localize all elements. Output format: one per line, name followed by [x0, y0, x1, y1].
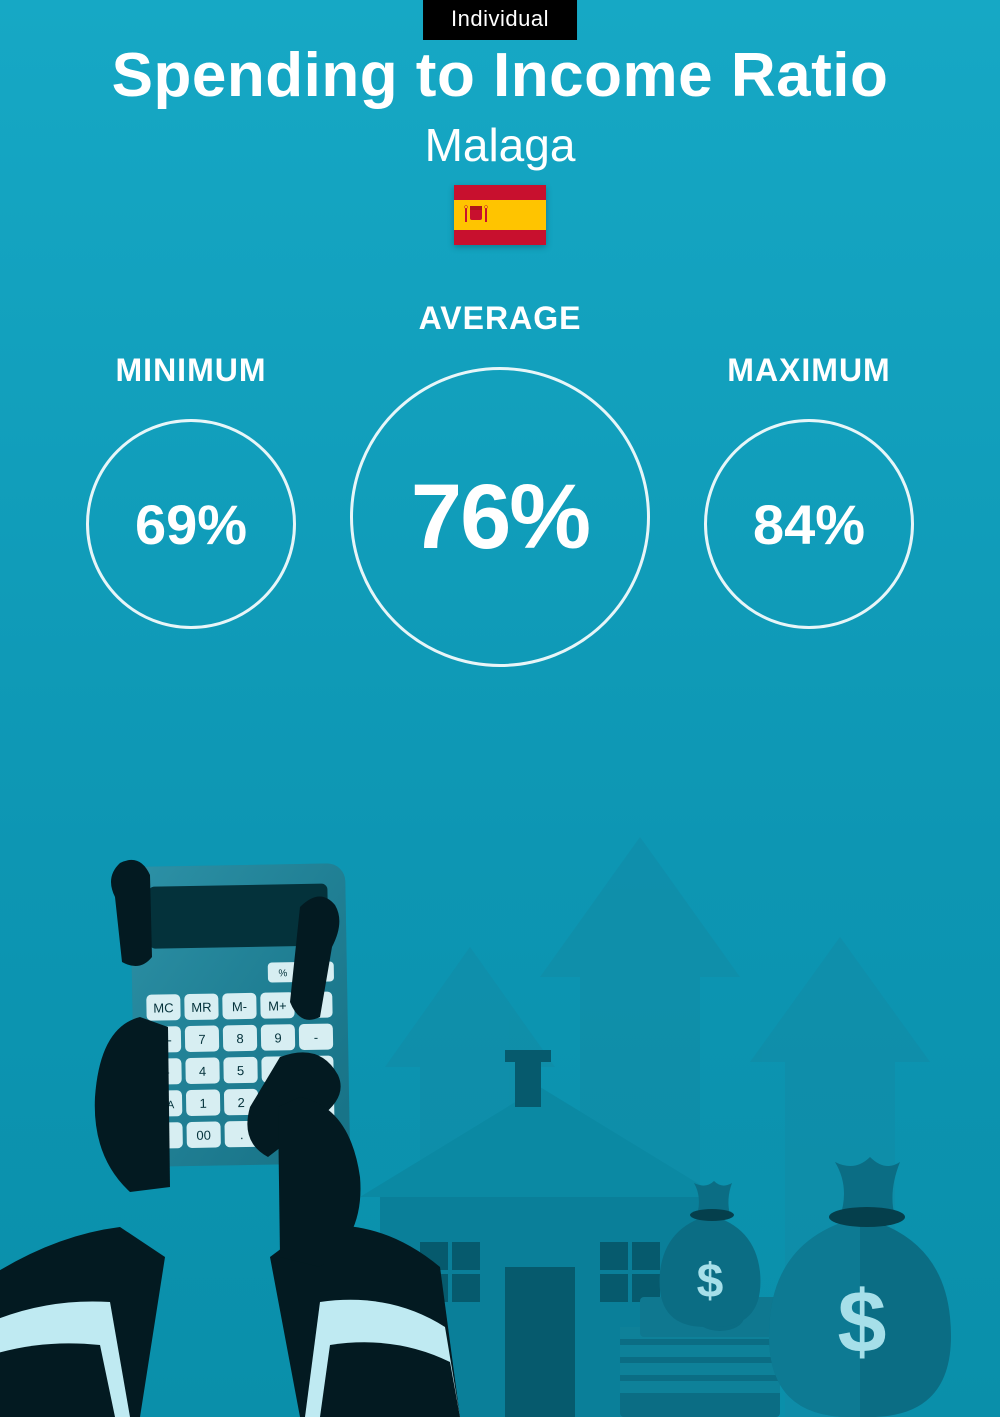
svg-text:1: 1	[199, 1096, 206, 1111]
minimum-label: MINIMUM	[116, 352, 267, 389]
svg-text:.: .	[240, 1127, 244, 1142]
category-badge: Individual	[423, 0, 577, 40]
svg-text:00: 00	[196, 1128, 211, 1143]
svg-text:M+: M+	[268, 998, 287, 1013]
maximum-value: 84%	[753, 492, 865, 557]
average-value: 76%	[411, 465, 589, 570]
maximum-circle: 84%	[704, 419, 914, 629]
svg-text:2: 2	[237, 1095, 244, 1110]
bottom-illustration: $ $ % MU MC MR	[0, 797, 1000, 1417]
svg-text:8: 8	[236, 1031, 243, 1046]
svg-text:MC: MC	[153, 1000, 173, 1015]
svg-text:M-: M-	[232, 999, 247, 1014]
svg-text:$: $	[838, 1272, 887, 1371]
maximum-label: MAXIMUM	[727, 352, 890, 389]
stat-average: AVERAGE 76%	[350, 300, 650, 667]
svg-text:4: 4	[199, 1064, 206, 1079]
city-name: Malaga	[0, 118, 1000, 172]
svg-text:-: -	[314, 1030, 319, 1045]
svg-text:$: $	[697, 1255, 724, 1308]
average-circle: 76%	[350, 367, 650, 667]
svg-text:MR: MR	[191, 1000, 211, 1015]
country-flag-spain	[454, 185, 546, 245]
svg-text:9: 9	[274, 1030, 281, 1045]
page-title: Spending to Income Ratio	[0, 40, 1000, 111]
svg-text:5: 5	[237, 1063, 244, 1078]
average-label: AVERAGE	[419, 300, 582, 337]
svg-text:7: 7	[198, 1032, 205, 1047]
minimum-circle: 69%	[86, 419, 296, 629]
stat-maximum: MAXIMUM 84%	[704, 352, 914, 629]
minimum-value: 69%	[135, 492, 247, 557]
stat-minimum: MINIMUM 69%	[86, 352, 296, 629]
stats-row: MINIMUM 69% AVERAGE 76% MAXIMUM 84%	[0, 300, 1000, 667]
svg-text:%: %	[278, 968, 287, 979]
